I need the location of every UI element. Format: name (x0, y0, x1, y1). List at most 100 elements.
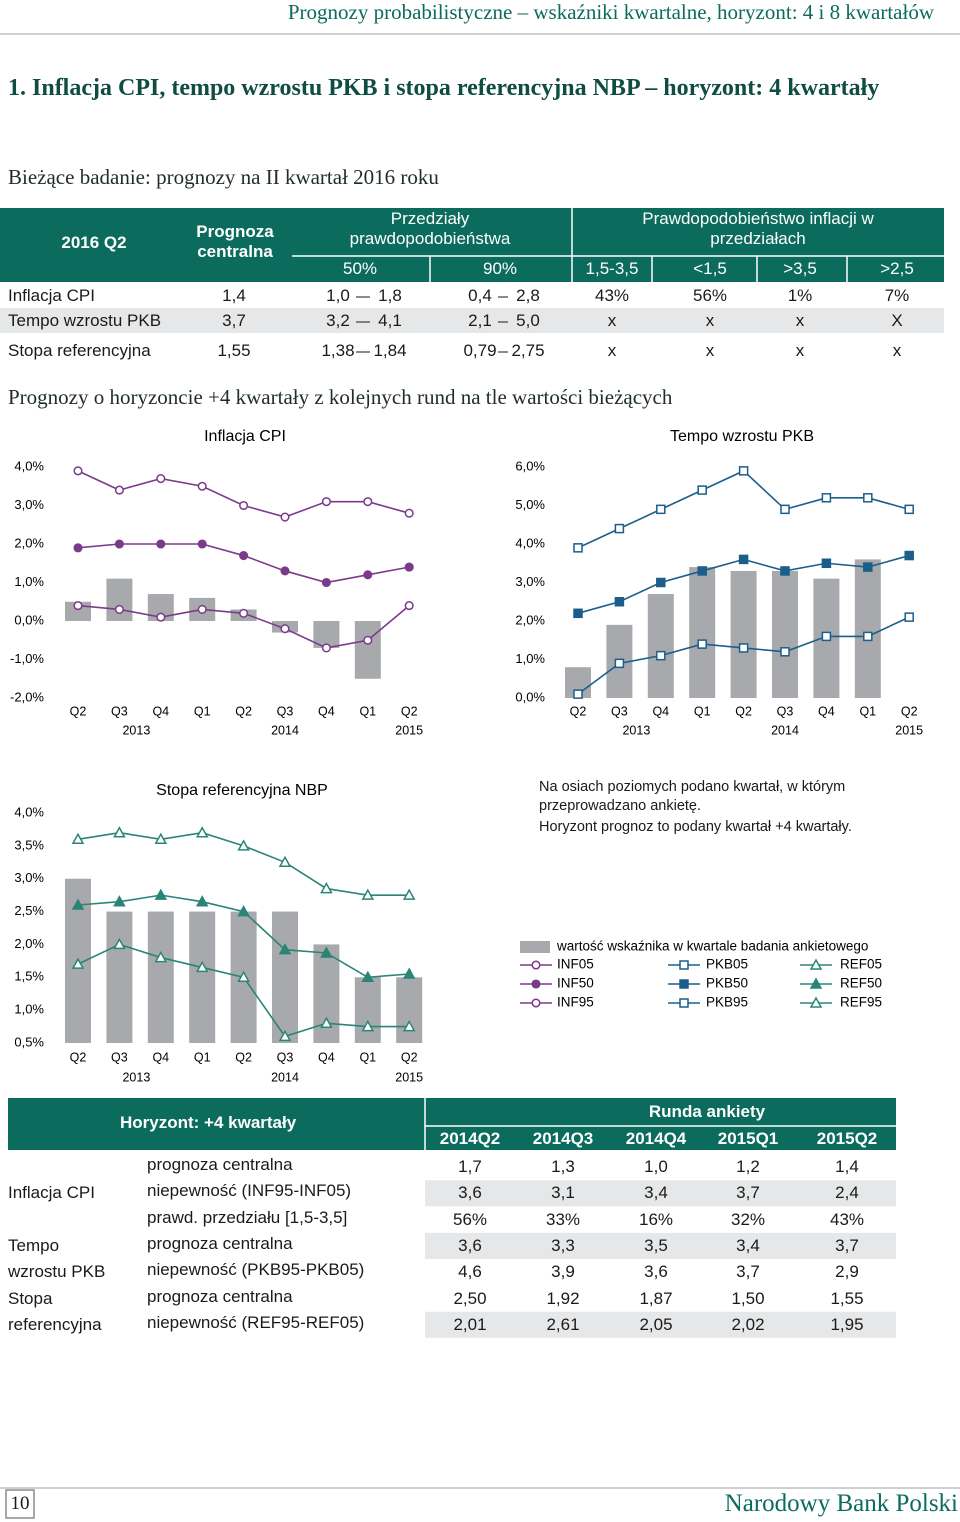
y-tick-label: 2,0% (515, 612, 545, 627)
table1-col-head: 90% (482, 259, 518, 278)
point (363, 570, 373, 580)
year-label: 2013 (122, 723, 150, 737)
point (863, 631, 873, 642)
point (195, 960, 209, 973)
point (402, 967, 416, 979)
point (73, 543, 83, 553)
legend-label: REF05 (840, 957, 882, 972)
cell-value: 2,9 (835, 1262, 859, 1282)
point (614, 658, 625, 669)
legend-marker (679, 960, 689, 970)
point (71, 898, 85, 910)
point (821, 493, 832, 503)
table1-row-bg (0, 308, 944, 333)
point (320, 946, 333, 958)
x-tick-label: Q3 (111, 1050, 128, 1064)
cell-value: 1,55 (830, 1288, 864, 1308)
subtitle: Bieżące badanie: prognozy na II kwartał … (8, 165, 439, 189)
running-title: Prognozy probabilistyczne – wskaźniki kw… (287, 0, 934, 24)
y-tick-label: 0,5% (14, 1034, 44, 1049)
point (321, 643, 331, 653)
row-label: prognoza centralna (147, 1155, 293, 1174)
x-tick-label: Q3 (277, 704, 294, 718)
y-tick-label: 1,0% (515, 651, 545, 666)
group-label: Stopa referencyjna (8, 1288, 102, 1334)
legend-marker (809, 977, 823, 989)
page-number: 10 (10, 1493, 30, 1514)
y-tick-label: 4,0% (515, 535, 545, 550)
cell-value: 1,3 (551, 1157, 575, 1176)
year-label: 2013 (122, 1070, 150, 1084)
point (780, 647, 790, 657)
y-tick-label: 4,0% (14, 458, 44, 473)
point (904, 612, 914, 622)
point (614, 523, 625, 534)
page-number-box (5, 1489, 35, 1519)
interval-high: 1,84 (373, 341, 407, 360)
x-tick-label: Q1 (194, 704, 211, 718)
point (320, 882, 333, 894)
point (114, 604, 124, 615)
table2-round: Runda ankiety (648, 1102, 766, 1121)
cell-value: 3,6 (644, 1262, 668, 1282)
probability-value: x (607, 311, 617, 330)
cell-value: 1,0 (644, 1157, 668, 1176)
point (573, 608, 583, 619)
point (113, 895, 126, 907)
x-tick-label: Q3 (777, 704, 794, 718)
probability-value: x (705, 341, 715, 360)
bar (272, 911, 298, 1043)
x-tick-label: Q1 (694, 704, 711, 718)
table2-col-head: 2014Q4 (625, 1129, 687, 1148)
legend-label: wartość wskaźnika w kwartale badania ank… (556, 939, 868, 954)
point (402, 888, 416, 900)
table2-row-bg (425, 1180, 896, 1207)
y-tick-label: 2,5% (14, 903, 44, 918)
table1-col-head: 50% (342, 259, 378, 278)
point (278, 855, 292, 868)
cell-value: 1,87 (639, 1288, 673, 1308)
probability-value: 7% (884, 286, 910, 305)
x-tick-label: Q1 (359, 704, 376, 718)
bar (854, 559, 881, 698)
point (154, 832, 168, 845)
point (113, 937, 126, 950)
point (278, 1029, 292, 1042)
legend-marker (809, 958, 823, 970)
x-tick-label: Q2 (401, 704, 418, 718)
cell-value: 3,4 (644, 1183, 668, 1203)
cell-value: 2,02 (731, 1314, 765, 1334)
point (280, 566, 290, 576)
y-tick-label: 3,5% (14, 837, 44, 852)
table2-horizon: Horyzont: +4 kwartały (120, 1113, 297, 1132)
x-tick-label: Q2 (70, 704, 87, 718)
point (363, 635, 373, 645)
cell-value: 16% (638, 1209, 674, 1229)
legend-swatch (520, 941, 550, 953)
point (195, 826, 209, 838)
year-label: 2014 (771, 723, 799, 737)
x-tick-label: Q4 (318, 704, 335, 718)
point (904, 504, 914, 515)
table1-central: Prognoza centralna (196, 222, 274, 261)
x-tick-label: Q2 (401, 1050, 418, 1064)
probability-value: 56% (692, 286, 728, 305)
x-tick-label: Q2 (235, 704, 252, 718)
point (656, 504, 666, 515)
chart-title: Stopa referencyjna NBP (156, 782, 328, 799)
cell-value: 43% (829, 1209, 865, 1229)
table2-row-bg (425, 1311, 896, 1338)
point (156, 474, 166, 484)
table2-row-bg (425, 1232, 896, 1259)
series-line (577, 469, 910, 549)
cell-value: 1,7 (458, 1157, 482, 1176)
x-tick-label: Q3 (277, 1050, 294, 1064)
point (404, 601, 414, 611)
point (239, 608, 249, 618)
table2-header-bg (8, 1098, 896, 1150)
table1-col-head: >3,5 (783, 259, 817, 278)
point (573, 543, 583, 553)
point (71, 832, 85, 845)
point (114, 485, 124, 495)
